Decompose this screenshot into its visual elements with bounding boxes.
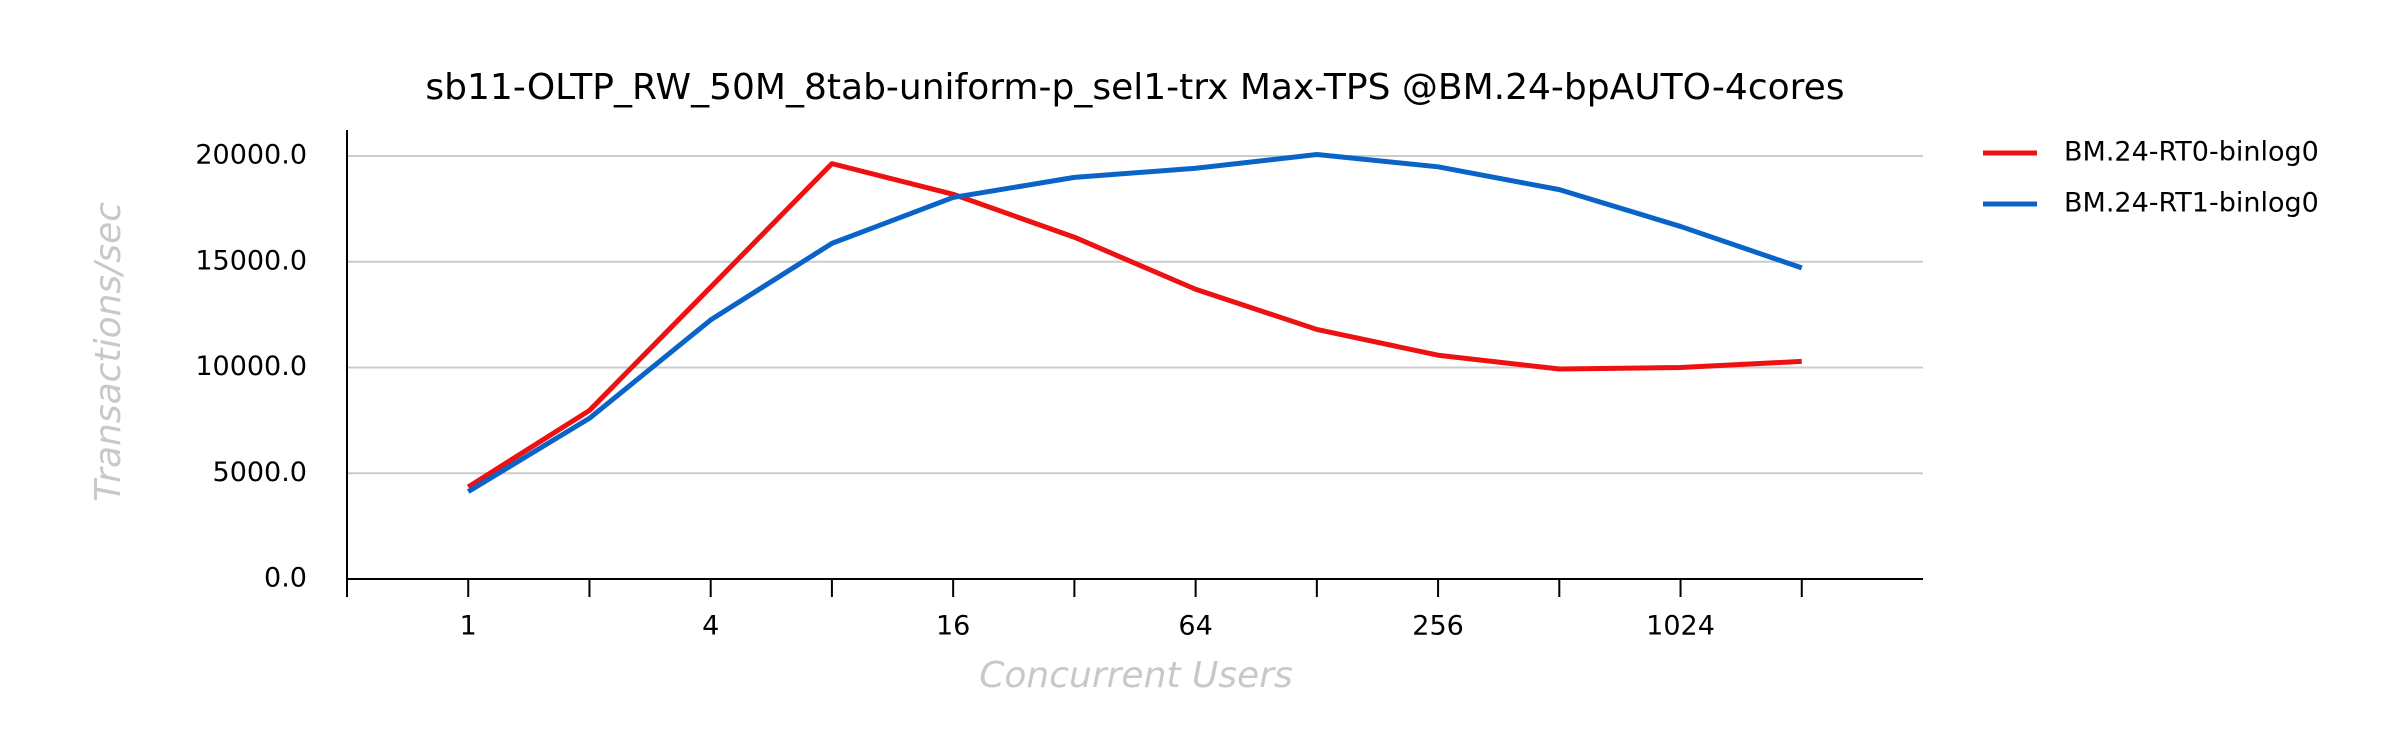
y-tick-label: 0.0 bbox=[264, 563, 307, 594]
legend-label: BM.24-RT1-binlog0 bbox=[2064, 188, 2319, 219]
y-tick-label: 10000.0 bbox=[195, 351, 307, 382]
y-tick-label: 15000.0 bbox=[195, 245, 307, 276]
chart-title: sb11-OLTP_RW_50M_8tab-uniform-p_sel1-trx… bbox=[425, 67, 1844, 108]
y-axis-title: Transactions/sec bbox=[88, 202, 129, 502]
x-axis-title: Concurrent Users bbox=[979, 655, 1293, 696]
x-tick-label: 1024 bbox=[1646, 611, 1715, 642]
x-tick-label: 64 bbox=[1178, 611, 1212, 642]
x-tick-label: 4 bbox=[702, 611, 719, 642]
legend-label: BM.24-RT0-binlog0 bbox=[2064, 137, 2319, 168]
x-tick-label: 256 bbox=[1412, 611, 1464, 642]
x-tick-label: 1 bbox=[460, 611, 477, 642]
series-line bbox=[466, 152, 1803, 494]
series-line bbox=[466, 161, 1802, 490]
y-tick-label: 5000.0 bbox=[213, 457, 307, 488]
x-tick-label: 16 bbox=[936, 611, 970, 642]
y-tick-label: 20000.0 bbox=[195, 140, 307, 171]
